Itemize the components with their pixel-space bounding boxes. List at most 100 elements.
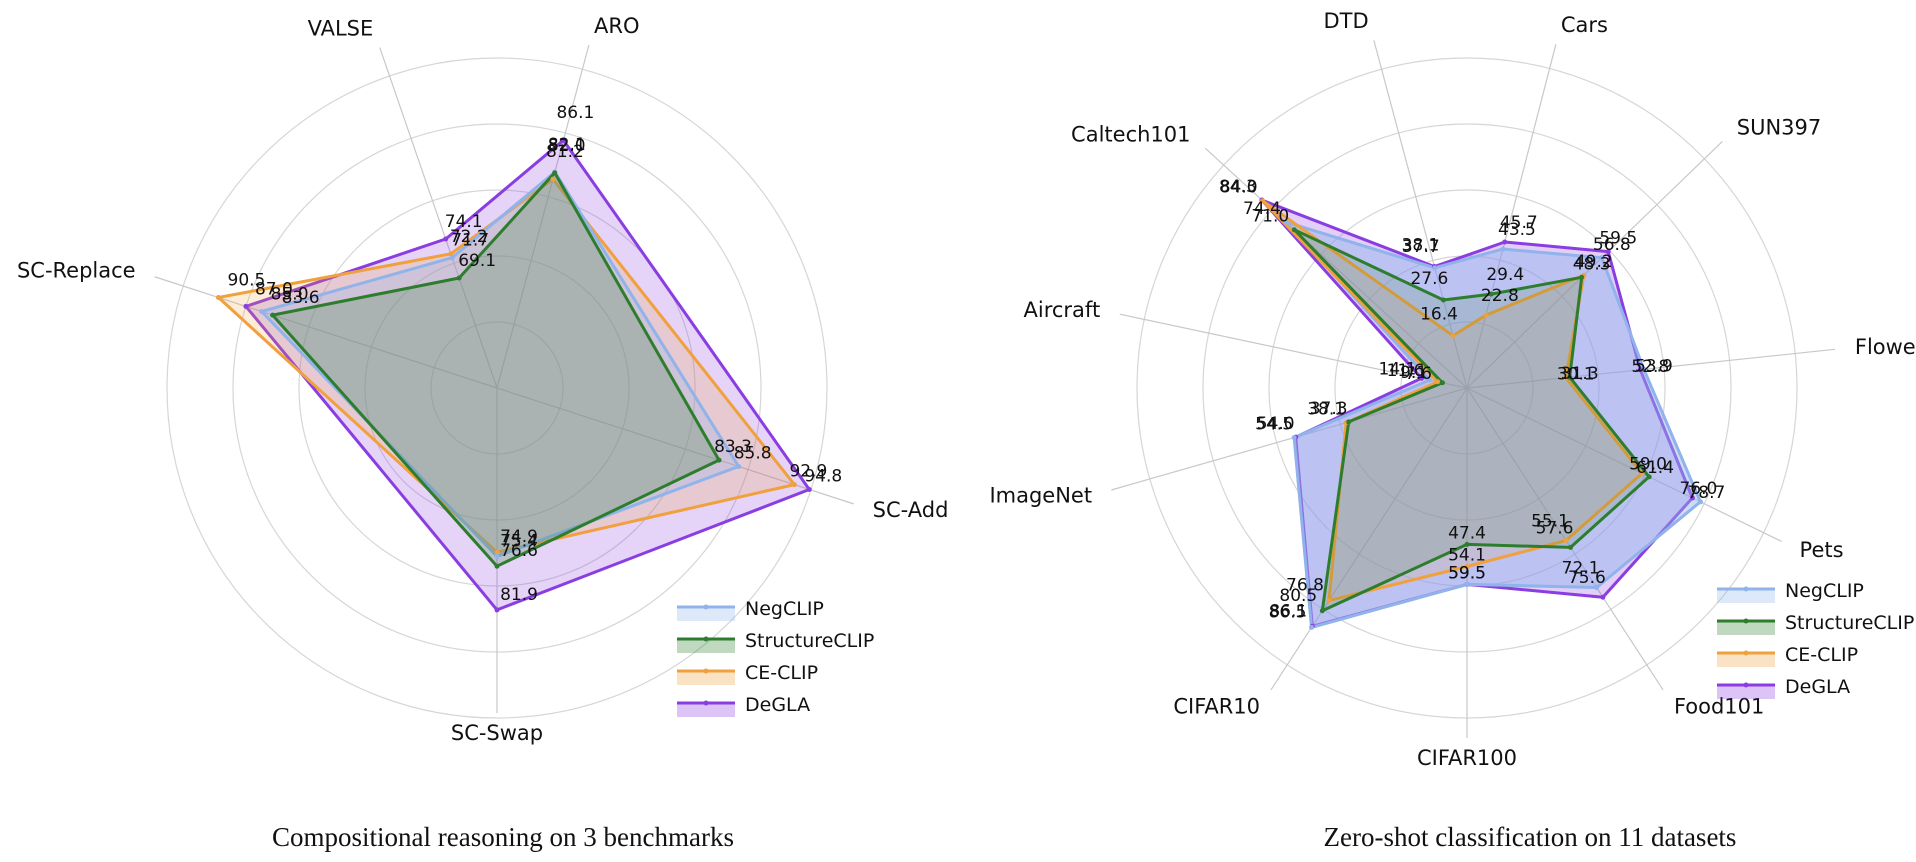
- legend-label-ce-clip: CE-CLIP: [745, 662, 818, 684]
- value-label: 76.0: [1679, 479, 1717, 499]
- series-ce-clip-point: [550, 176, 556, 182]
- series-ce-clip-point: [1563, 375, 1569, 381]
- value-label: 74.1: [445, 212, 483, 232]
- series-degla-point: [243, 303, 249, 309]
- value-label: 54.5: [1255, 415, 1293, 435]
- value-label: 78.7: [1687, 483, 1725, 503]
- value-label: 59.5: [1599, 229, 1637, 249]
- series-ce-clip-point: [1326, 598, 1332, 604]
- series-degla-point: [494, 607, 500, 613]
- legend: NegCLIP StructureCLIP CE-CLIP DeGLA: [677, 598, 874, 717]
- value-label: 83.3: [714, 437, 752, 457]
- value-label: 59.5: [1448, 563, 1486, 583]
- value-label: 72.1: [1562, 559, 1600, 579]
- legend-swatch-degla: [1717, 685, 1775, 699]
- series-ce-clip-area: [1261, 199, 1644, 603]
- spoke-pets: [1466, 387, 1782, 542]
- value-label: 47.4: [1448, 523, 1486, 543]
- legend-marker-structureclip: [703, 636, 709, 642]
- series-negclip-point: [1309, 624, 1315, 630]
- value-label: 37.3: [1310, 399, 1348, 419]
- value-label: 48.3: [1573, 254, 1611, 274]
- series-ce-clip-point: [1464, 564, 1470, 570]
- series-negclip-point: [1432, 265, 1438, 271]
- series-negclip-point: [1599, 255, 1605, 261]
- legend-label-degla: DeGLA: [745, 694, 810, 716]
- value-label: 74.4: [1243, 199, 1281, 219]
- series-negclip-point: [1594, 585, 1600, 591]
- series-ce-clip-point: [791, 482, 797, 488]
- axis-label-aircraft: Aircraft: [1024, 298, 1101, 322]
- value-label: 61.4: [1636, 458, 1674, 478]
- chart-caption: Compositional reasoning on 3 benchmarks: [272, 822, 734, 852]
- value-label: 86.1: [556, 103, 594, 123]
- value-label: 56.8: [1593, 235, 1631, 255]
- series-structureclip-point: [1346, 419, 1352, 425]
- value-label: 9.1: [1400, 363, 1427, 383]
- series-ce-clip-point: [1450, 333, 1456, 339]
- legend-swatch-ce-clip: [1717, 653, 1775, 667]
- legend-swatch-degla: [677, 703, 735, 717]
- series-ce-clip-point: [1639, 470, 1645, 476]
- legend-swatch-ce-clip: [677, 671, 735, 685]
- value-label: 69.1: [458, 251, 496, 271]
- axis-label-sc-add: SC-Add: [873, 498, 949, 522]
- value-label: 74.9: [500, 527, 538, 547]
- series-degla-point: [1605, 249, 1611, 255]
- value-label: 53.9: [1635, 356, 1673, 376]
- value-label: 31.3: [1561, 364, 1599, 384]
- axis-label-valse: VALSE: [308, 17, 374, 41]
- spoke-cifar10: [1270, 387, 1468, 691]
- axis-label-aro: ARO: [594, 14, 640, 38]
- value-label: 71.0: [1251, 207, 1289, 227]
- legend: NegCLIP StructureCLIP CE-CLIP DeGLA: [1717, 580, 1914, 699]
- series-ce-clip-area: [217, 177, 796, 554]
- legend-marker-degla: [1743, 682, 1749, 688]
- series-structureclip-point: [1567, 374, 1573, 380]
- series-degla-point: [443, 236, 449, 242]
- value-label: 7.6: [1405, 364, 1432, 384]
- spoke-dtd: [1373, 40, 1468, 389]
- radar-chart-zero-shot: 43.5 56.8 53.9 78.7 72.1 59.5 86.5 54.5 11.6 74.4…: [989, 9, 1916, 852]
- value-label: 45.7: [1500, 213, 1538, 233]
- spoke-aircraft: [1119, 313, 1468, 389]
- value-label: 76.6: [500, 541, 538, 561]
- legend-swatch-negclip: [677, 607, 735, 621]
- legend-swatch-negclip: [1717, 589, 1775, 603]
- value-label: 82.0: [548, 136, 586, 156]
- value-label: 83.6: [282, 288, 320, 308]
- axis-label-dtd: DTD: [1323, 9, 1368, 33]
- spoke-flowers: [1466, 348, 1836, 389]
- value-label: 87.0: [255, 279, 293, 299]
- axis-label-cifar100: CIFAR100: [1417, 746, 1517, 770]
- series-degla-point: [560, 137, 566, 143]
- series-degla-point: [1502, 239, 1508, 245]
- axis-label-sc-replace: SC-Replace: [17, 259, 136, 283]
- value-label: 54.0: [1257, 414, 1295, 434]
- value-label: 29.4: [1486, 265, 1524, 285]
- series-structureclip-area: [1292, 228, 1651, 613]
- grid-circle: [166, 57, 828, 719]
- series-structureclip-area: [271, 171, 721, 568]
- series-ce-clip-point: [1483, 312, 1489, 318]
- value-label: 80.5: [1279, 586, 1317, 606]
- series-structureclip-point: [1488, 291, 1494, 297]
- value-label: 52.8: [1631, 357, 1669, 377]
- series-structureclip-point: [1646, 474, 1652, 480]
- series-negclip-point: [1283, 219, 1289, 225]
- series-ce-clip-point: [1260, 198, 1266, 204]
- series-degla-point: [1689, 495, 1695, 501]
- legend-marker-ce-clip: [703, 668, 709, 674]
- axis-label-sun397: SUN397: [1737, 116, 1822, 140]
- radar-chart-compositional: 82.1 85.8 75.4 85.0 71.7 82.0 83.3 76.6 83.6 69.1…: [17, 14, 948, 852]
- series-ce-clip-point: [1435, 379, 1441, 385]
- value-label: 90.5: [228, 270, 266, 290]
- series-ce-clip-point: [1563, 537, 1569, 543]
- value-label: 86.1: [1269, 601, 1307, 621]
- series-degla-point: [1418, 375, 1424, 381]
- spoke-aro: [496, 44, 590, 389]
- value-label: 72.2: [450, 227, 488, 247]
- series-structureclip-point: [494, 563, 500, 569]
- value-label: 75.6: [1568, 568, 1606, 588]
